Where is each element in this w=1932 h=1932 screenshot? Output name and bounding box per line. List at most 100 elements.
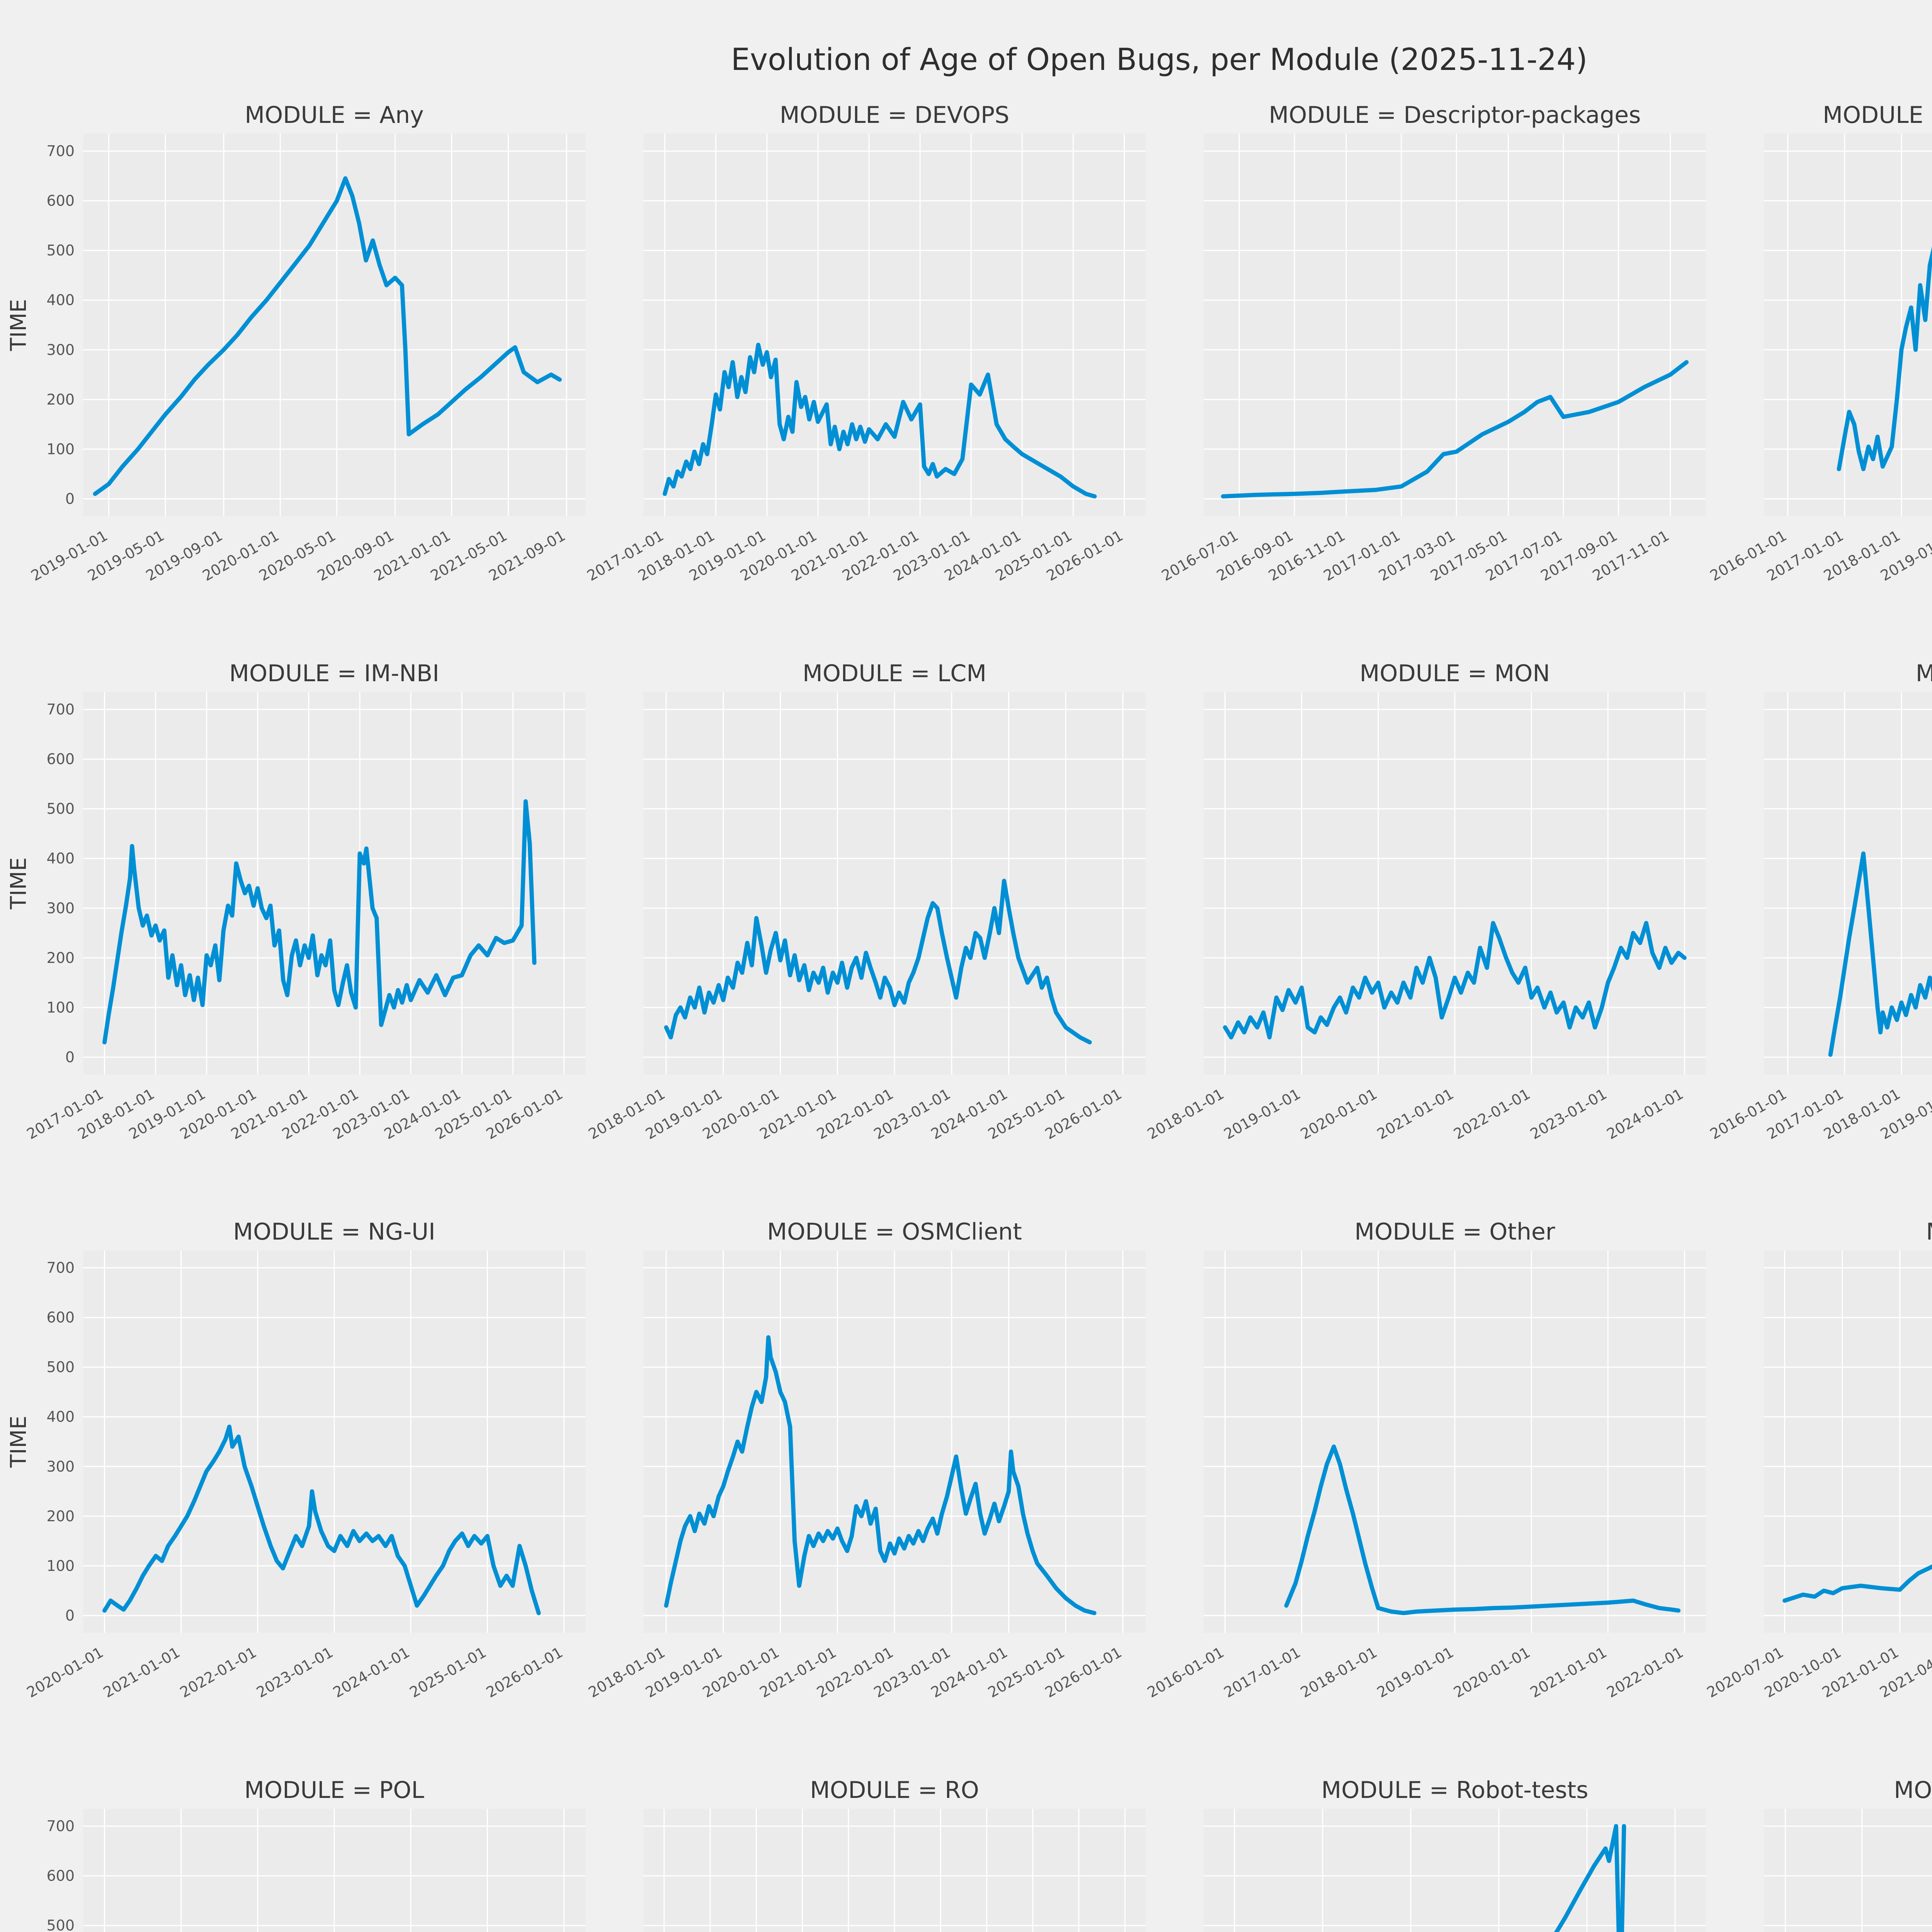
y-tick-label: 400	[46, 850, 75, 867]
y-tick-label: 700	[46, 701, 75, 718]
data-line-descriptor-packages	[1221, 360, 1689, 499]
data-line-robot-tests	[1554, 1824, 1626, 1932]
y-axis-label: TIME	[6, 857, 31, 910]
y-tick-label: 100	[46, 1557, 75, 1574]
facet-title-ng-ui: MODULE = NG-UI	[233, 1218, 435, 1245]
x-tick-label: 2022-01-01	[177, 1644, 259, 1701]
y-tick-label: 300	[46, 900, 75, 917]
facet-title-im-nbi: MODULE = IM-NBI	[229, 660, 439, 687]
plot-background	[83, 692, 585, 1075]
data-line-devops	[663, 342, 1097, 499]
facet-osmclient: MODULE = OSMClient 2018-01-01 2019-01-01 20…	[585, 1213, 1167, 1766]
facet-title-robot-tests: MODULE = Robot-tests	[1321, 1777, 1588, 1804]
facet-pla: MODULE = PLA2020-07-012020-10-012021-01-…	[1704, 1213, 1932, 1766]
facet-im-nbi: MODULE = IM-NBI 2017-01-01 2018-01-01 2019-…	[6, 655, 607, 1208]
facet-plot-documentation-wiki: 2016-01-012017-01-012018-01-012019-01-01…	[1707, 134, 1932, 584]
facet-plot-devops: 2017-01-012018-01-012019-01-012020-01-01…	[584, 134, 1146, 584]
x-tick-label: 2024-01-01	[1604, 1085, 1686, 1143]
data-line-n2vc	[1828, 851, 1932, 1057]
y-tick-label: 0	[65, 1049, 75, 1066]
y-tick-label: 600	[46, 1309, 75, 1326]
x-tick-label: 2025-01-01	[407, 1644, 489, 1701]
x-tick-label: 2018-01-01	[1298, 1644, 1380, 1701]
facet-unknown: MODULE = Unknown 2016-01-012017-01-012018…	[1764, 1772, 1932, 1932]
x-tick-label: 2021-01-01	[1374, 1085, 1456, 1143]
data-line-ng-ui	[102, 1424, 541, 1616]
y-tick-label: 300	[46, 341, 75, 358]
plot-background	[83, 134, 585, 516]
facet-plot-lcm: 2018-01-012019-01-012020-01-012021-01-01…	[585, 692, 1146, 1143]
y-axis-label: TIME	[6, 299, 31, 351]
plot-background	[1764, 692, 1932, 1075]
facet-n2vc: MODULE = N2VC 2016-01-012017-01-012018-01…	[1707, 655, 1932, 1208]
y-tick-label: 200	[46, 1508, 75, 1525]
facet-plot-ro: 2016-01-012017-01-012018-01-012019-01-01…	[643, 1809, 1146, 1932]
facet-plot-ng-ui: 2020-01-012021-01-012022-01-012023-01-01…	[6, 1250, 585, 1701]
facet-plot-n2vc: 2016-01-012017-01-012018-01-012019-01-01…	[1707, 692, 1932, 1143]
data-line-im-nbi	[102, 799, 537, 1044]
x-tick-label: 2023-01-01	[253, 1644, 336, 1701]
y-tick-label: 500	[46, 800, 75, 817]
data-line-osmclient	[664, 1335, 1097, 1616]
x-tick-label: 2022-01-01	[1451, 1085, 1533, 1143]
plot-background	[1764, 134, 1932, 516]
y-tick-label: 100	[46, 440, 75, 457]
plot-background	[643, 134, 1146, 516]
facet-plot-other: 2016-01-012017-01-012018-01-012019-01-01…	[1145, 1250, 1706, 1701]
facet-title-pol: MODULE = POL	[244, 1777, 424, 1804]
facet-plot-unknown: 2016-01-012017-01-012018-01-012019-01-01…	[1764, 1809, 1932, 1932]
facet-robot-tests: MODULE = Robot-tests 2021-01-012022-01-01…	[1204, 1772, 1727, 1932]
y-axis-label: TIME	[6, 1416, 31, 1468]
y-tick-label: 600	[46, 1867, 75, 1884]
facet-plot-descriptor-packages: 2016-07-012016-09-012016-11-012017-01-01…	[1159, 134, 1706, 584]
facet-title-mon: MODULE = MON	[1359, 660, 1550, 687]
facet-plot-pol: 2018-01-012019-01-012020-01-012021-01-01…	[46, 1809, 585, 1932]
facet-title-n2vc: MODULE = N2VC	[1915, 660, 1932, 687]
x-tick-label: 2024-01-01	[330, 1644, 412, 1701]
data-line-other	[1284, 1444, 1681, 1616]
y-tick-label: 400	[46, 1408, 75, 1425]
facet-devops: MODULE = DEVOPS 2017-01-01 2018-01-01 2019-…	[584, 97, 1167, 650]
data-line-any	[93, 176, 562, 496]
facet-plot-im-nbi: 2017-01-012018-01-012019-01-012020-01-01…	[6, 692, 585, 1143]
plot-background	[1764, 1250, 1932, 1633]
facet-title-devops: MODULE = DEVOPS	[779, 102, 1010, 129]
facet-plot-robot-tests: 2021-01-012022-01-012023-01-012024-01-01…	[1204, 1809, 1706, 1932]
facet-lcm: MODULE = LCM 2018-01-01 2019-01-01 2020-01-…	[585, 655, 1167, 1208]
facet-plot-any: 2019-01-012019-05-012019-09-012020-01-01…	[6, 134, 585, 584]
y-tick-label: 700	[46, 1818, 75, 1835]
facet-plot-osmclient: 2018-01-012019-01-012020-01-012021-01-01…	[585, 1250, 1146, 1701]
x-tick-label: 2021-01-01	[1527, 1644, 1610, 1701]
x-tick-label: 2023-01-01	[1527, 1085, 1610, 1143]
facet-grid: MODULE = Any 2019-01-01 2019-05-01 2019-09-…	[0, 77, 1932, 1932]
x-tick-label: 2019-01-01	[1221, 1085, 1303, 1143]
figure-title: Evolution of Age of Open Bugs, per Modul…	[731, 43, 1588, 77]
y-tick-label: 0	[65, 490, 75, 507]
facet-ng-ui: MODULE = NG-UI 2020-01-01 2021-01-01 2022-0…	[6, 1213, 607, 1766]
data-line-lcm	[664, 879, 1092, 1044]
y-tick-label: 500	[46, 242, 75, 259]
facet-title-any: MODULE = Any	[245, 102, 424, 129]
y-tick-label: 700	[46, 143, 75, 160]
y-tick-label: 0	[65, 1607, 75, 1624]
y-tick-label: 600	[46, 751, 75, 768]
facet-title-descriptor-packages: MODULE = Descriptor-packages	[1269, 102, 1641, 129]
x-tick-label: 2020-01-01	[1451, 1644, 1533, 1701]
facet-descriptor-packages: MODULE = Descriptor-packages 2016-07-01 20…	[1159, 97, 1727, 650]
y-tick-label: 200	[46, 391, 75, 408]
facet-plot-mon: 2018-01-012019-01-012020-01-012021-01-01…	[1145, 692, 1706, 1143]
x-tick-label: 2026-01-01	[483, 1644, 566, 1701]
y-tick-label: 200	[46, 949, 75, 966]
facet-ro: MODULE = RO 2016-01-012017-01-012018-01-0…	[643, 1772, 1167, 1932]
x-tick-label: 2019-01-01	[1374, 1644, 1456, 1701]
data-line-pla	[1782, 1564, 1932, 1603]
facet-title-lcm: MODULE = LCM	[803, 660, 986, 687]
plot-background	[1764, 1809, 1932, 1932]
facet-documentation-wiki: MODULE = Documentation / Wiki 2016-01-012…	[1707, 97, 1932, 650]
facet-title-unknown: MODULE = Unknown	[1894, 1777, 1932, 1804]
x-tick-label: 2017-01-01	[1221, 1644, 1303, 1701]
y-tick-label: 400	[46, 292, 75, 309]
y-tick-label: 700	[46, 1259, 75, 1276]
y-tick-label: 500	[46, 1917, 75, 1932]
plot-background	[1204, 134, 1706, 516]
